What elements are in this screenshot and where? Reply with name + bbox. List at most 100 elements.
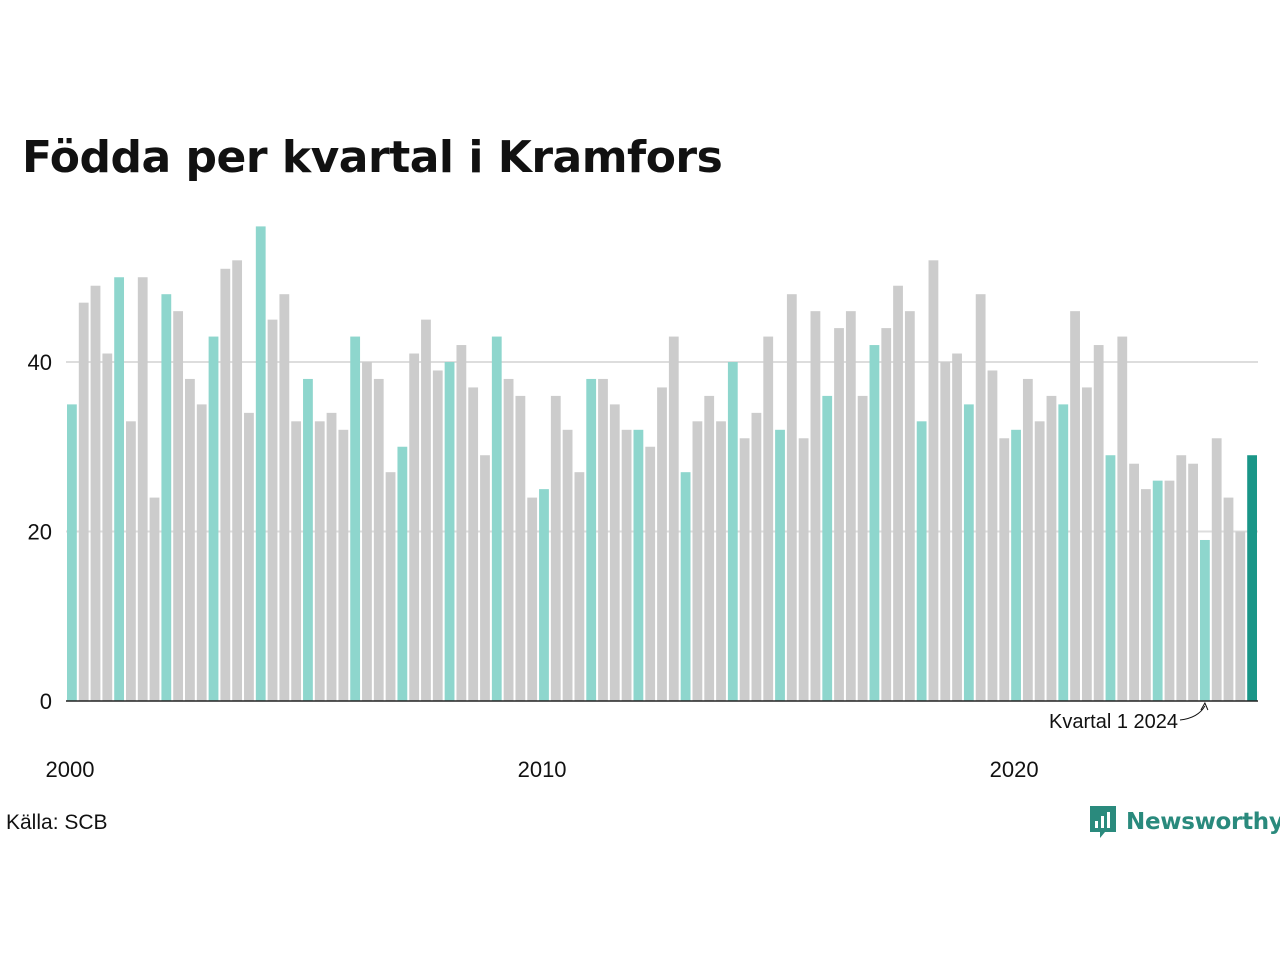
bar (680, 472, 691, 701)
bar (67, 404, 77, 702)
bar (598, 378, 608, 701)
bar (161, 294, 172, 701)
bar (704, 395, 715, 701)
bar (810, 311, 821, 701)
bar (1046, 395, 1057, 701)
bar (527, 497, 538, 701)
bar (657, 387, 667, 701)
bar (78, 302, 89, 701)
bar (692, 421, 703, 701)
brand-logo: Newsworthy (1088, 804, 1280, 840)
bar (1034, 421, 1045, 701)
bar (987, 370, 998, 701)
bar (491, 336, 502, 701)
bar (1223, 497, 1234, 701)
bar (633, 429, 644, 701)
bar (1164, 480, 1175, 701)
bar (857, 395, 868, 701)
bar (456, 345, 467, 701)
bars (67, 226, 1257, 702)
bar (173, 311, 184, 701)
bar (362, 362, 372, 701)
bar (409, 353, 420, 701)
bar (1081, 387, 1092, 701)
bar (1140, 489, 1151, 702)
bar (999, 438, 1010, 701)
bar (763, 336, 774, 701)
bar (1105, 455, 1116, 701)
bar (185, 378, 195, 701)
bar (432, 370, 443, 701)
bar (751, 412, 762, 701)
source-note: Källa: SCB (6, 811, 108, 834)
bar (149, 497, 160, 701)
bar (373, 378, 384, 701)
bar (1011, 429, 1021, 701)
bar (291, 421, 302, 701)
bar (480, 455, 490, 701)
bar (338, 429, 349, 701)
bar (1199, 539, 1210, 702)
bar (586, 378, 597, 701)
x-tick-label: 2020 (990, 757, 1039, 782)
bar (975, 294, 986, 701)
annotation: Kvartal 1 2024 (1049, 701, 1209, 733)
bar (845, 311, 856, 701)
bar (940, 362, 951, 701)
y-tick-label: 20 (28, 520, 52, 545)
bar (1022, 378, 1033, 701)
bar (963, 404, 974, 702)
bar (196, 404, 207, 702)
bar (1176, 455, 1187, 701)
bar-chart: 0 20 40 2000 2010 2020 Kvartal 1 2024 (28, 226, 1258, 782)
bar (515, 395, 526, 701)
annotation-label: Kvartal 1 2024 (1049, 711, 1178, 733)
bar (220, 268, 231, 701)
bar (126, 421, 136, 701)
bar (881, 328, 892, 701)
bar (904, 311, 915, 701)
y-tick-label: 40 (28, 350, 52, 375)
bar (834, 328, 844, 701)
bar (869, 345, 880, 701)
bar (539, 489, 549, 702)
bar (244, 412, 254, 701)
bar (621, 429, 632, 701)
bar (716, 421, 726, 701)
annotation-arrow (1179, 705, 1206, 721)
bar (1058, 404, 1069, 702)
y-tick-label: 0 (40, 689, 52, 714)
bar (444, 362, 455, 701)
bar (1211, 438, 1222, 701)
bar (1247, 455, 1257, 701)
bar (350, 336, 361, 701)
bar (1188, 463, 1198, 701)
bar (385, 472, 396, 701)
bar (232, 260, 243, 701)
bar (326, 412, 337, 701)
bar (255, 226, 266, 701)
bar (775, 429, 785, 701)
bar (279, 294, 290, 701)
bar (1070, 311, 1080, 701)
annotation-arrowhead (1200, 701, 1209, 711)
bar (952, 353, 962, 701)
newsworthy-logo-icon (1090, 806, 1116, 838)
bar (421, 319, 431, 702)
bar (786, 294, 797, 701)
brand-name: Newsworthy (1126, 809, 1280, 835)
bar (503, 378, 514, 701)
bar (574, 472, 585, 701)
axis-labels: 0 20 40 2000 2010 2020 (28, 350, 1039, 782)
x-tick-label: 2000 (46, 757, 95, 782)
bar (928, 260, 939, 701)
bar (208, 336, 219, 701)
bar (137, 277, 148, 701)
bar (90, 285, 101, 701)
bar (822, 395, 833, 701)
bar (562, 429, 573, 701)
bar (1152, 480, 1163, 701)
bar (1129, 463, 1139, 701)
chart-title: Födda per kvartal i Kramfors (22, 132, 723, 183)
bar (739, 438, 750, 701)
